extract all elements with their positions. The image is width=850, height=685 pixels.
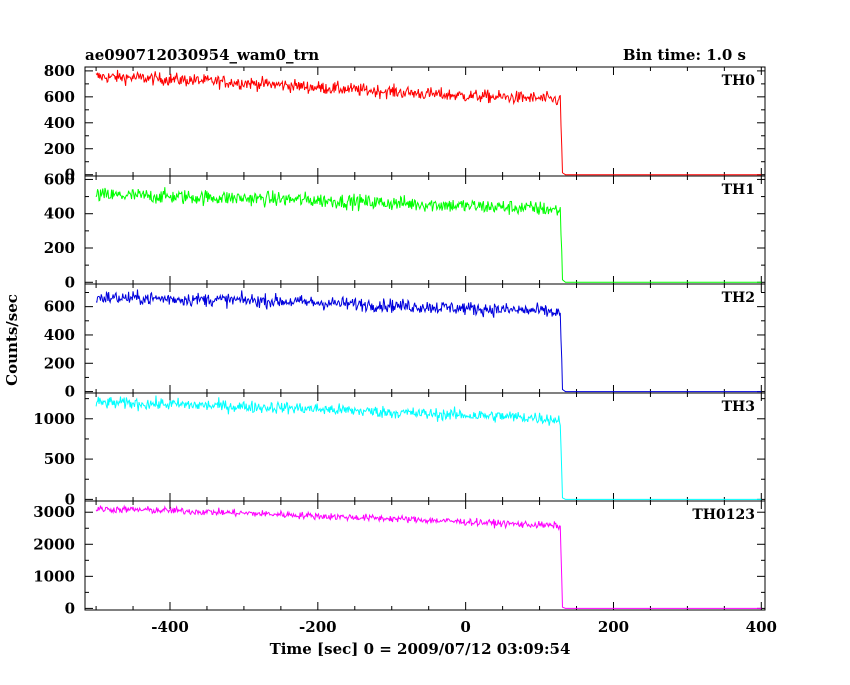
panel-th1: 0 200 400 600 TH1 <box>44 170 766 291</box>
y-tick-label: 1000 <box>33 567 75 585</box>
y-tick-label: 400 <box>44 205 75 223</box>
y-tick-label: 0 <box>65 490 75 508</box>
series-line-th2 <box>95 289 762 393</box>
panel-th2: 0 200 400 600 TH2 <box>44 283 766 401</box>
series-label-th2: TH2 <box>722 290 755 306</box>
y-tick-label: 800 <box>44 62 75 80</box>
series-label-th0: TH0 <box>722 73 756 89</box>
panels-group: 0 200 400 600 800 TH0 0 200 400 600 TH1 0 200 400 600 T… <box>33 62 777 636</box>
panel-frame <box>84 500 766 611</box>
y-tick-label: 400 <box>44 114 75 132</box>
panel-th0123: 0 1000 2000 3000 TH0123 <box>33 500 766 617</box>
x-tick-label: 0 <box>460 618 470 636</box>
x-tick-label: -200 <box>299 618 337 636</box>
panel-th3: 0 500 1000 TH3 <box>33 392 766 508</box>
bin-time-label: Bin time: 1.0 s <box>623 46 746 64</box>
x-tick-label: 200 <box>598 618 629 636</box>
series-line-th3 <box>95 395 762 500</box>
series-line-th0123 <box>95 504 762 609</box>
panel-frame <box>84 175 766 285</box>
series-line-th1 <box>95 187 762 283</box>
y-tick-label: 600 <box>44 298 75 316</box>
y-axis-label: Counts/sec <box>3 294 21 386</box>
series-label-th1: TH1 <box>722 182 755 198</box>
y-tick-label: 0 <box>65 599 75 617</box>
panel-frame <box>84 392 766 502</box>
series-label-th0123: TH0123 <box>692 507 755 523</box>
series-line-th0 <box>95 69 762 176</box>
y-tick-label: 3000 <box>33 503 75 521</box>
y-tick-label: 200 <box>44 354 75 372</box>
chart-title: ae090712030954_wam0_trn <box>85 46 319 64</box>
series-label-th3: TH3 <box>722 399 755 415</box>
panel-frame <box>84 283 766 394</box>
y-tick-label: 600 <box>44 170 75 188</box>
x-tick-label: -400 <box>151 618 189 636</box>
y-tick-label: 200 <box>44 140 75 158</box>
y-tick-label: 600 <box>44 88 75 106</box>
y-tick-label: 500 <box>44 450 75 468</box>
x-axis-label: Time [sec] 0 = 2009/07/12 03:09:54 <box>270 640 571 658</box>
y-tick-label: 400 <box>44 326 75 344</box>
y-tick-label: 1000 <box>33 410 75 428</box>
y-tick-label: 0 <box>65 166 75 184</box>
y-tick-label: 200 <box>44 239 75 257</box>
panel-th0: 0 200 400 600 800 TH0 <box>44 62 766 184</box>
x-tick-label: 400 <box>746 618 777 636</box>
y-tick-label: 2000 <box>33 535 75 553</box>
y-tick-label: 0 <box>65 273 75 291</box>
y-tick-label: 0 <box>65 383 75 401</box>
